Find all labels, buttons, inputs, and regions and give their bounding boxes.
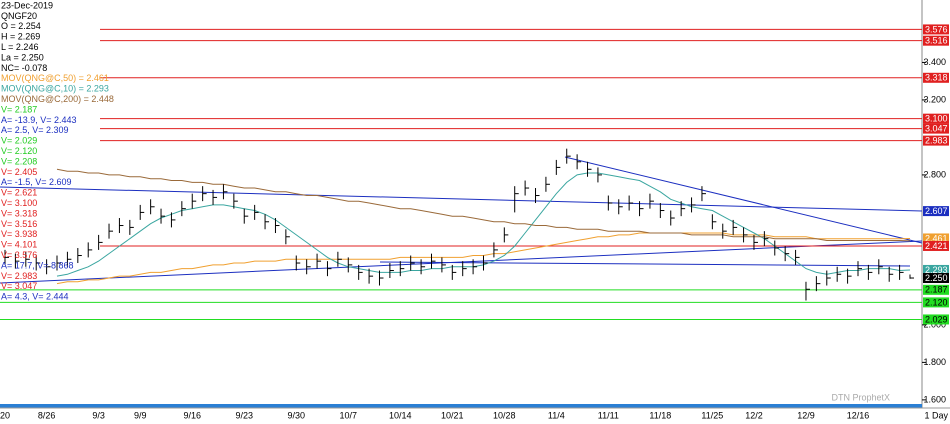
level-label: 2.293 <box>925 265 948 275</box>
x-tick-label: 10/7 <box>340 410 358 420</box>
level-label: 2.120 <box>925 297 948 307</box>
legend-entry: V= 3.047 <box>1 281 37 291</box>
legend-entry: 23-Dec-2019 <box>1 0 53 10</box>
legend-entry: La = 2.250 <box>1 52 44 62</box>
moving-average <box>56 168 911 242</box>
level-label: 3.100 <box>925 114 948 124</box>
level-box <box>923 273 949 284</box>
time-strip <box>0 404 922 408</box>
legend-entry: O = 2.254 <box>1 21 41 31</box>
y-tick-label: 1.800 <box>923 357 946 367</box>
level-label: 2.029 <box>925 314 948 324</box>
level-box <box>923 264 949 275</box>
level-box <box>923 240 949 251</box>
legend-entry: V= 4.101 <box>1 240 37 250</box>
x-tick-label: 9/23 <box>235 410 253 420</box>
x-tick-label: 9/16 <box>183 410 201 420</box>
watermark: DTN ProphetX <box>831 392 890 402</box>
level-label: 3.576 <box>925 24 948 34</box>
legend-entry: V= 2.405 <box>1 167 37 177</box>
trendline <box>379 261 911 267</box>
y-tick-label: 1.600 <box>923 394 946 404</box>
level-box <box>923 314 949 325</box>
level-label: 3.318 <box>925 73 948 83</box>
trendline <box>0 240 923 284</box>
x-tick-label: 11/4 <box>548 410 565 420</box>
level-box <box>923 72 949 83</box>
trendline <box>564 156 923 244</box>
moving-average <box>56 232 911 285</box>
level-box <box>923 135 949 146</box>
level-box <box>923 206 949 217</box>
legend-entry: A= 17.7, V= 8.868 <box>1 260 74 270</box>
legend-entry: MOV(QNG@C,10) = 2.293 <box>1 84 109 94</box>
x-tick-label: 9/3 <box>92 410 105 420</box>
legend-entry: H = 2.269 <box>1 32 40 42</box>
x-tick-label: 9/9 <box>134 410 147 420</box>
level-label: 3.516 <box>925 36 948 46</box>
level-box <box>923 35 949 46</box>
legend-entry: A= -13.9, V= 2.443 <box>1 115 77 125</box>
y-tick-label: 2.800 <box>923 169 946 179</box>
x-tick-label: 20 <box>0 410 10 420</box>
level-label: 2.421 <box>925 241 948 251</box>
x-tick-label: 11/25 <box>701 410 723 420</box>
level-label: 2.187 <box>925 285 948 295</box>
x-tick-label: 11/11 <box>598 410 619 420</box>
period-label: 1 Day <box>924 410 948 420</box>
y-tick-label: 3.200 <box>923 94 946 104</box>
level-box <box>923 113 949 124</box>
trendline <box>0 186 923 212</box>
level-label: 3.047 <box>925 123 948 133</box>
legend-entry: V= 2.187 <box>1 104 37 114</box>
x-tick-label: 10/28 <box>493 410 516 420</box>
level-label: 2.461 <box>925 233 948 243</box>
legend-entry: V= 3.576 <box>1 250 37 260</box>
legend-entry: A= 4.3, V= 2.444 <box>1 292 69 302</box>
x-tick-label: 10/21 <box>441 410 464 420</box>
x-tick-label: 12/2 <box>745 410 763 420</box>
level-label: 2.250 <box>925 273 948 283</box>
legend-entry: V= 2.983 <box>1 271 37 281</box>
legend-entry: A= -1.5, V= 2.609 <box>1 177 72 187</box>
trendlines <box>0 156 923 284</box>
legend-entry: V= 2.120 <box>1 146 37 156</box>
legend-entry: MOV(QNG@C,50) = 2.461 <box>1 73 109 83</box>
legend-entry: L = 2.246 <box>1 42 38 52</box>
x-tick-label: 8/26 <box>38 410 56 420</box>
x-tick-label: 9/30 <box>287 410 305 420</box>
level-box <box>923 297 949 308</box>
legend-entry: V= 3.100 <box>1 198 37 208</box>
level-box <box>923 233 949 244</box>
legend-entry: V= 3.516 <box>1 219 37 229</box>
level-box <box>923 123 949 134</box>
level-box <box>923 284 949 295</box>
level-label: 2.983 <box>925 135 948 145</box>
x-tick-label: 12/9 <box>797 410 815 420</box>
legend-entry: A= 2.5, V= 2.309 <box>1 125 69 135</box>
legend-entry: MOV(QNG@C,200) = 2.448 <box>1 94 114 104</box>
level-label: 2.607 <box>925 206 948 216</box>
level-box <box>923 24 949 35</box>
legend-entry: V= 2.208 <box>1 156 37 166</box>
legend-entry: V= 3.318 <box>1 208 37 218</box>
x-tick-label: 12/16 <box>847 410 870 420</box>
y-tick-label: 3.400 <box>923 57 946 67</box>
legend-entry: NC= -0.078 <box>1 63 47 73</box>
x-tick-label: 11/18 <box>649 410 671 420</box>
legend-entry: QNGF20 <box>1 11 37 21</box>
legend-entry: V= 2.029 <box>1 136 37 146</box>
legend-entry: V= 3.938 <box>1 229 37 239</box>
x-tick-label: 10/14 <box>389 410 412 420</box>
legend-entry: V= 2.621 <box>1 188 37 198</box>
